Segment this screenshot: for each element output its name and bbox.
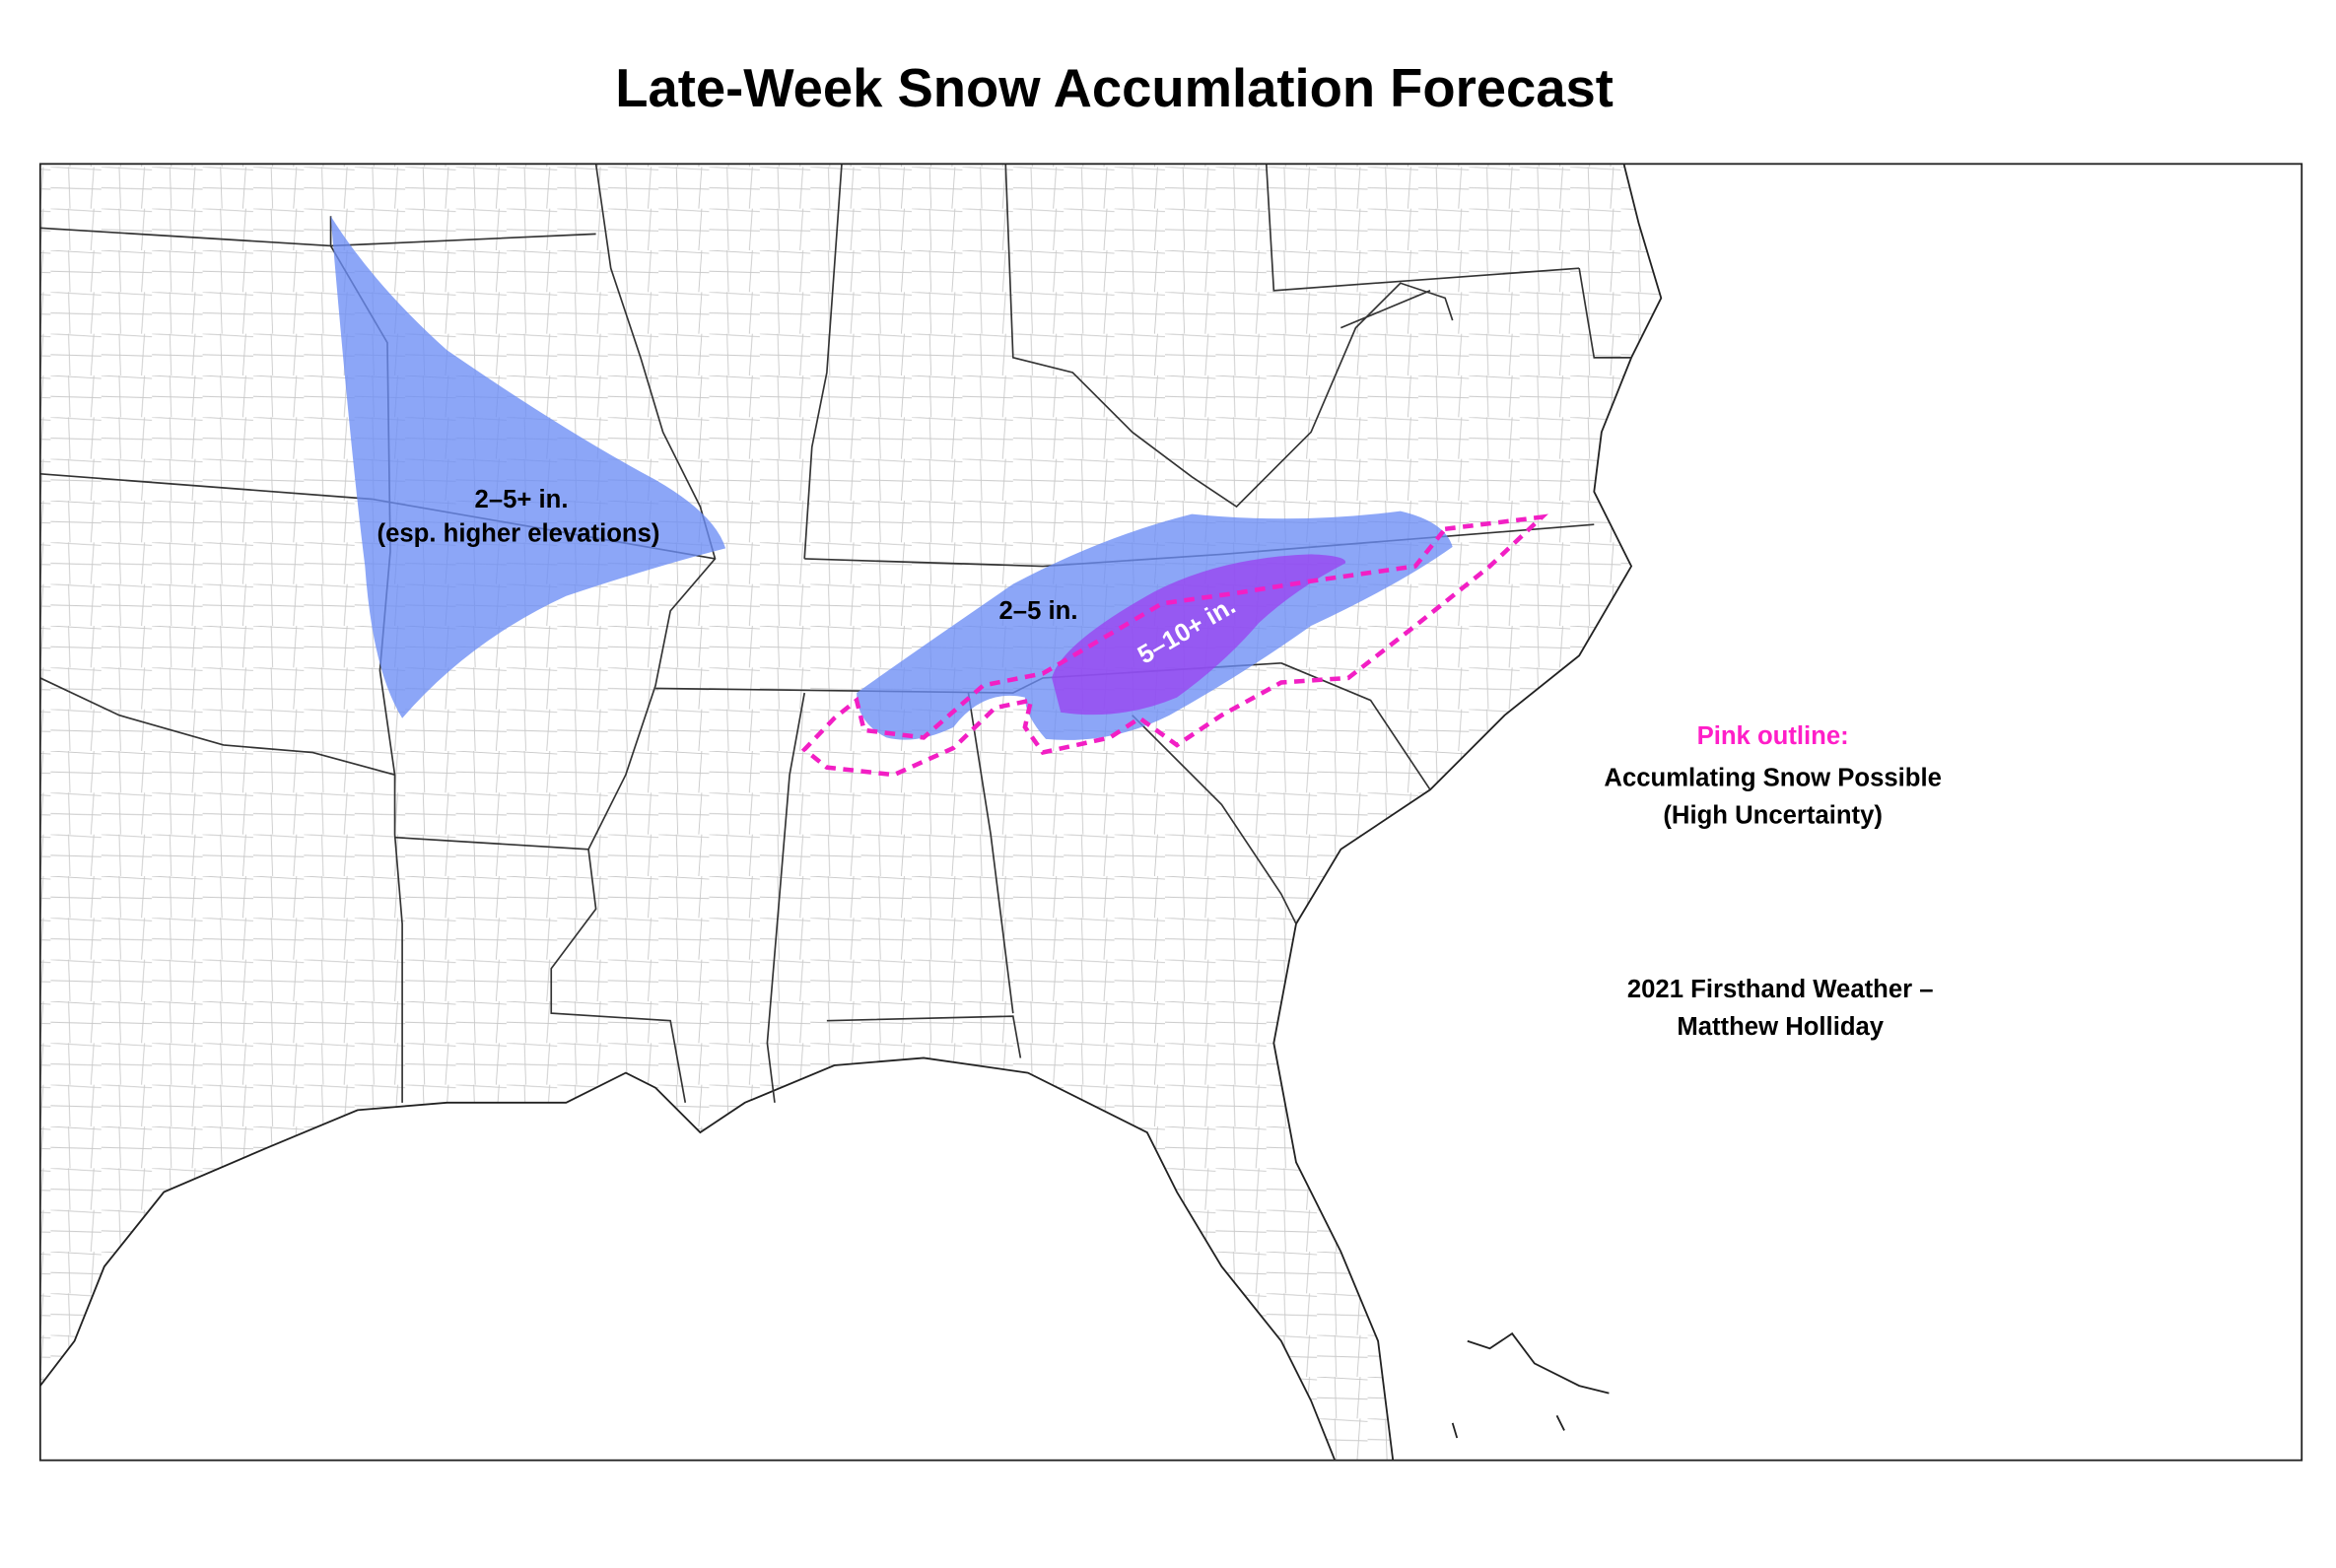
map-frame — [38, 163, 2303, 1462]
region-label: 2–5 in. — [999, 597, 1078, 625]
map-title: Late-Week Snow Accumlation Forecast — [615, 58, 1614, 118]
credit: 2021 Firsthand Weather – — [1627, 976, 1934, 1003]
legend-text: (High Uncertainty) — [1663, 801, 1883, 829]
uncertainty-outline — [800, 513, 1548, 778]
region-label: (esp. higher elevations) — [378, 520, 660, 548]
legend-text: Accumlating Snow Possible — [1604, 765, 1942, 792]
region-label: 2–5+ in. — [475, 486, 569, 513]
snow-area-west — [330, 216, 726, 718]
legend-heading: Pink outline: — [1697, 722, 1849, 750]
heavy-snow-area — [1052, 554, 1346, 716]
bahamas — [1451, 1331, 1610, 1439]
coastline — [39, 164, 1663, 1461]
credit: Matthew Holliday — [1677, 1013, 1884, 1041]
